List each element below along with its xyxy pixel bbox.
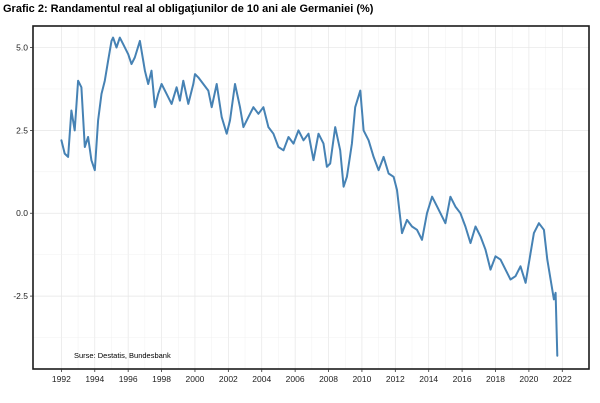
x-tick-label: 2016 xyxy=(453,374,472,384)
x-tick-label: 2000 xyxy=(185,374,204,384)
axes: 1992 1994 1996 1998 2000 2002 2004 2006 2008 2010… xyxy=(13,43,572,384)
grid xyxy=(33,26,589,369)
x-tick-label: 1998 xyxy=(152,374,171,384)
x-tick-label: 1994 xyxy=(85,374,104,384)
series xyxy=(60,36,559,357)
chart-title: Grafic 2: Randamentul real al obligaţiun… xyxy=(3,3,374,15)
x-tick-label: 1992 xyxy=(52,374,71,384)
x-tick-label: 2012 xyxy=(386,374,405,384)
x-tick-label: 2018 xyxy=(486,374,505,384)
x-tick-label: 2008 xyxy=(319,374,338,384)
y-tick-label: 5.0 xyxy=(16,43,28,53)
x-tick-label: 2020 xyxy=(519,374,538,384)
source-note: Surse: Destatis, Bundesbank xyxy=(74,351,171,360)
x-tick-label: 2010 xyxy=(352,374,371,384)
x-tick-label: 2022 xyxy=(553,374,572,384)
y-tick-label: 2.5 xyxy=(16,125,28,135)
x-tick-label: 2004 xyxy=(252,374,271,384)
x-tick-label: 2014 xyxy=(419,374,438,384)
y-tick-label: -2.5 xyxy=(13,291,28,301)
y-tick-label: 0.0 xyxy=(16,208,28,218)
plot-frame xyxy=(32,25,590,370)
x-tick-label: 1996 xyxy=(119,374,138,384)
series-line xyxy=(60,36,559,357)
x-tick-label: 2002 xyxy=(219,374,238,384)
x-tick-label: 2006 xyxy=(286,374,305,384)
